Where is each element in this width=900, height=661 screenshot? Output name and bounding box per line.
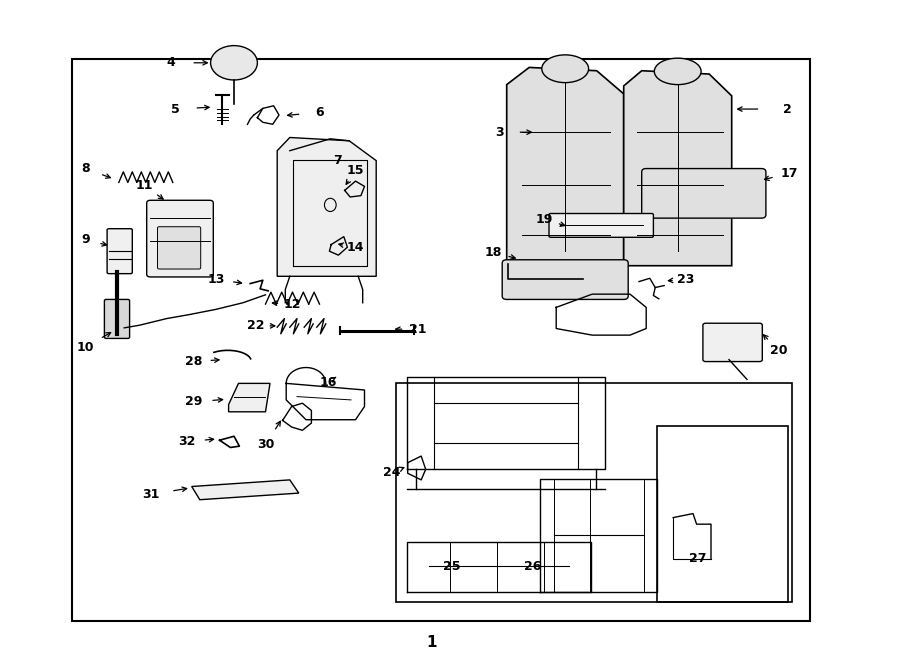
Text: 31: 31 bbox=[142, 488, 160, 501]
Text: 13: 13 bbox=[207, 273, 225, 286]
FancyBboxPatch shape bbox=[158, 227, 201, 269]
Ellipse shape bbox=[542, 55, 589, 83]
Polygon shape bbox=[277, 137, 376, 276]
Text: 22: 22 bbox=[247, 319, 265, 332]
FancyBboxPatch shape bbox=[549, 214, 653, 237]
Bar bbox=[396, 383, 792, 602]
Text: 30: 30 bbox=[256, 438, 274, 451]
Text: 20: 20 bbox=[770, 344, 788, 357]
FancyBboxPatch shape bbox=[104, 299, 130, 338]
Polygon shape bbox=[192, 480, 299, 500]
Text: 17: 17 bbox=[780, 167, 798, 180]
Text: 4: 4 bbox=[166, 56, 176, 69]
Text: 14: 14 bbox=[346, 241, 364, 254]
FancyBboxPatch shape bbox=[642, 169, 766, 218]
Text: 27: 27 bbox=[688, 552, 706, 565]
Text: 6: 6 bbox=[315, 106, 324, 119]
Text: 18: 18 bbox=[484, 246, 502, 259]
Ellipse shape bbox=[211, 46, 257, 80]
Text: 32: 32 bbox=[178, 435, 196, 448]
Text: 21: 21 bbox=[409, 323, 427, 336]
Polygon shape bbox=[229, 383, 270, 412]
Text: 26: 26 bbox=[524, 560, 542, 573]
Text: 28: 28 bbox=[184, 355, 202, 368]
Text: 8: 8 bbox=[81, 162, 90, 175]
Text: 3: 3 bbox=[495, 126, 504, 139]
Polygon shape bbox=[507, 67, 624, 266]
Text: 1: 1 bbox=[427, 635, 437, 650]
Bar bbox=[72, 59, 810, 621]
Text: 25: 25 bbox=[443, 560, 461, 573]
Text: 23: 23 bbox=[677, 273, 695, 286]
Text: 9: 9 bbox=[81, 233, 90, 247]
Text: 12: 12 bbox=[284, 297, 302, 311]
Ellipse shape bbox=[654, 58, 701, 85]
Text: 11: 11 bbox=[135, 178, 153, 192]
Polygon shape bbox=[624, 71, 732, 266]
Text: 10: 10 bbox=[76, 340, 94, 354]
Text: 15: 15 bbox=[346, 164, 364, 177]
Text: 5: 5 bbox=[171, 102, 180, 116]
Text: 16: 16 bbox=[320, 375, 338, 389]
Text: 2: 2 bbox=[783, 102, 792, 116]
FancyBboxPatch shape bbox=[147, 200, 213, 277]
Bar bbox=[657, 426, 788, 602]
Text: 29: 29 bbox=[184, 395, 202, 408]
Text: 19: 19 bbox=[536, 213, 554, 226]
FancyBboxPatch shape bbox=[703, 323, 762, 362]
Text: 24: 24 bbox=[382, 466, 400, 479]
Text: 7: 7 bbox=[333, 154, 342, 167]
FancyBboxPatch shape bbox=[502, 260, 628, 299]
FancyBboxPatch shape bbox=[107, 229, 132, 274]
